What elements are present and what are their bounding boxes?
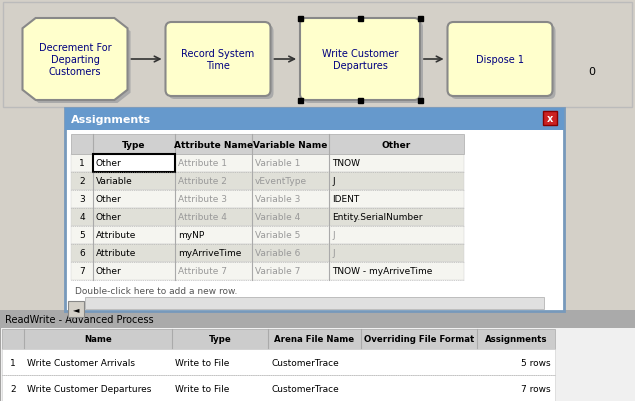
Text: Assignments: Assignments: [485, 335, 547, 344]
Text: Write to File: Write to File: [175, 383, 229, 393]
Text: Variable 3: Variable 3: [255, 195, 300, 204]
FancyBboxPatch shape: [3, 3, 632, 108]
Text: J: J: [332, 177, 335, 186]
FancyBboxPatch shape: [2, 375, 555, 401]
FancyBboxPatch shape: [71, 209, 464, 227]
Text: 0: 0: [588, 67, 595, 77]
FancyBboxPatch shape: [0, 310, 635, 401]
FancyBboxPatch shape: [65, 109, 564, 311]
Text: IDENT: IDENT: [332, 195, 359, 204]
Text: Write Customer
Departures: Write Customer Departures: [322, 49, 398, 71]
Text: Assignments: Assignments: [71, 115, 151, 125]
Text: Attribute 4: Attribute 4: [178, 213, 227, 222]
Text: 5 rows: 5 rows: [521, 358, 551, 367]
Text: x: x: [547, 114, 553, 124]
Text: Attribute Name: Attribute Name: [174, 140, 253, 149]
Text: CustomerTrace: CustomerTrace: [271, 358, 338, 367]
Bar: [298, 98, 302, 103]
Text: 3: 3: [79, 195, 85, 204]
Text: Variable 5: Variable 5: [255, 231, 300, 240]
FancyBboxPatch shape: [2, 349, 555, 375]
FancyBboxPatch shape: [71, 155, 464, 172]
Text: Attribute 2: Attribute 2: [178, 177, 227, 186]
Text: Attribute: Attribute: [96, 249, 137, 258]
Text: 5: 5: [79, 231, 85, 240]
FancyBboxPatch shape: [71, 190, 464, 209]
FancyBboxPatch shape: [300, 19, 420, 101]
Bar: [358, 98, 363, 103]
Text: 2: 2: [79, 177, 85, 186]
Polygon shape: [22, 19, 128, 101]
FancyBboxPatch shape: [0, 310, 635, 328]
FancyBboxPatch shape: [168, 26, 274, 100]
Text: Decrement For
Departing
Customers: Decrement For Departing Customers: [39, 43, 111, 77]
Text: Other: Other: [382, 140, 411, 149]
Text: myNP: myNP: [178, 231, 204, 240]
Text: Other: Other: [96, 159, 122, 168]
Text: vEventType: vEventType: [255, 177, 307, 186]
Text: Other: Other: [96, 213, 122, 222]
FancyBboxPatch shape: [85, 297, 544, 309]
Text: Overriding File Format: Overriding File Format: [364, 335, 474, 344]
Text: Write Customer Arrivals: Write Customer Arrivals: [27, 358, 135, 367]
Text: Type: Type: [209, 335, 231, 344]
Bar: [417, 98, 422, 103]
Text: Double-click here to add a new row.: Double-click here to add a new row.: [75, 286, 237, 295]
Text: J: J: [332, 249, 335, 258]
Text: 7 rows: 7 rows: [521, 383, 551, 393]
Text: Attribute 3: Attribute 3: [178, 195, 227, 204]
Bar: [358, 16, 363, 21]
Text: Record System
Time: Record System Time: [182, 49, 255, 71]
Text: Variable 1: Variable 1: [255, 159, 300, 168]
Text: Arena File Name: Arena File Name: [274, 335, 354, 344]
FancyBboxPatch shape: [166, 23, 271, 97]
Text: Variable 7: Variable 7: [255, 267, 300, 276]
Text: ReadWrite - Advanced Process: ReadWrite - Advanced Process: [5, 314, 154, 324]
Bar: [298, 16, 302, 21]
Text: Variable 4: Variable 4: [255, 213, 300, 222]
Text: 1: 1: [10, 358, 16, 367]
Text: Name: Name: [84, 335, 112, 344]
Text: Attribute: Attribute: [96, 231, 137, 240]
FancyBboxPatch shape: [68, 301, 84, 317]
Text: 6: 6: [79, 249, 85, 258]
FancyBboxPatch shape: [93, 155, 175, 172]
Text: ◄: ◄: [73, 305, 79, 314]
Polygon shape: [25, 22, 131, 104]
FancyBboxPatch shape: [71, 172, 464, 190]
Text: J: J: [332, 231, 335, 240]
FancyBboxPatch shape: [65, 109, 564, 131]
Bar: [417, 16, 422, 21]
Text: CustomerTrace: CustomerTrace: [271, 383, 338, 393]
Text: 2: 2: [10, 383, 16, 393]
Text: TNOW - myArriveTime: TNOW - myArriveTime: [332, 267, 432, 276]
Text: Write to File: Write to File: [175, 358, 229, 367]
Text: Write Customer Departures: Write Customer Departures: [27, 383, 151, 393]
Text: Attribute 1: Attribute 1: [178, 159, 227, 168]
Text: Variable Name: Variable Name: [253, 140, 328, 149]
Text: Dispose 1: Dispose 1: [476, 55, 524, 65]
FancyBboxPatch shape: [2, 329, 555, 349]
Text: TNOW: TNOW: [332, 159, 360, 168]
FancyBboxPatch shape: [450, 26, 556, 100]
FancyBboxPatch shape: [71, 135, 464, 155]
FancyBboxPatch shape: [71, 227, 464, 244]
Text: Other: Other: [96, 267, 122, 276]
Text: Type: Type: [123, 140, 146, 149]
Text: 1: 1: [79, 159, 85, 168]
FancyBboxPatch shape: [543, 112, 557, 126]
Text: Entity.SerialNumber: Entity.SerialNumber: [332, 213, 422, 222]
Text: Other: Other: [96, 195, 122, 204]
FancyBboxPatch shape: [303, 22, 423, 104]
Text: Attribute 7: Attribute 7: [178, 267, 227, 276]
FancyBboxPatch shape: [71, 262, 464, 280]
Text: Variable 6: Variable 6: [255, 249, 300, 258]
Text: myArriveTime: myArriveTime: [178, 249, 241, 258]
Text: Variable: Variable: [96, 177, 133, 186]
FancyBboxPatch shape: [71, 244, 464, 262]
Text: 4: 4: [79, 213, 85, 222]
FancyBboxPatch shape: [448, 23, 552, 97]
Text: 7: 7: [79, 267, 85, 276]
